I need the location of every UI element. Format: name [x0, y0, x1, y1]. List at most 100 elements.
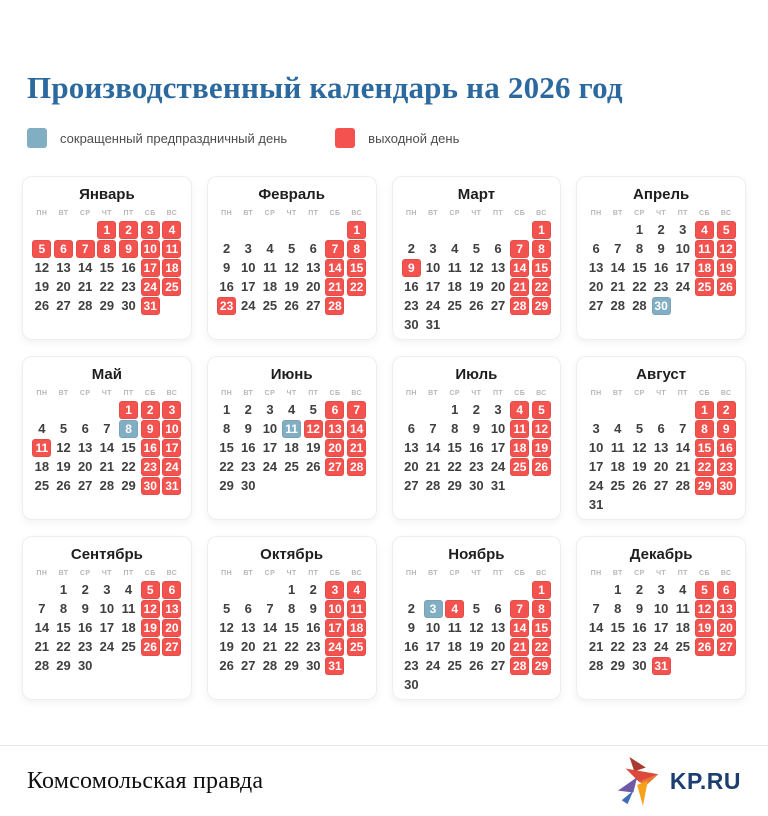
day-cell: 16: [216, 277, 238, 296]
day-number: 22: [531, 637, 551, 656]
day-cell: 16: [302, 618, 324, 637]
day-number: 13: [77, 440, 93, 455]
day-cell: 25: [259, 296, 281, 315]
day-cell: 11: [161, 239, 183, 258]
day-number: 23: [306, 639, 321, 654]
day-cell: 8: [281, 599, 303, 618]
day-cell: 1: [346, 220, 368, 239]
day-cell: 13: [53, 258, 75, 277]
day-cell: 20: [324, 438, 346, 457]
day-cell: 3: [422, 239, 444, 258]
day-number: 28: [610, 298, 625, 313]
day-cell: 9: [302, 599, 324, 618]
day-cell: 11: [281, 419, 303, 438]
day-cell: 3: [585, 419, 607, 438]
day-number: 2: [119, 220, 139, 239]
legend-shortened-label: сокращенный предпраздничный день: [60, 130, 288, 146]
day-cell: 22: [629, 277, 651, 296]
day-number: 7: [679, 421, 687, 436]
day-cell: 6: [487, 599, 509, 618]
day-number: 31: [425, 317, 441, 332]
day-number: 26: [34, 298, 50, 313]
month-card: Август ПН ВТ СР ЧТ ПТ СБ ВС 1 2 3 4 5 6 7 8 9 10 11 12 13 14 1…: [576, 356, 746, 520]
day-number: 1: [97, 220, 117, 239]
day-number: 27: [716, 637, 736, 656]
month-card: Январь ПН ВТ СР ЧТ ПТ СБ ВС 1 2 3 4 5 6 7 8 9 10 11 12 13 14 1…: [22, 176, 192, 340]
day-cell: 8: [118, 419, 140, 438]
day-number: 15: [347, 258, 367, 277]
day-number: 23: [404, 658, 419, 673]
day-number: 19: [632, 459, 647, 474]
day-number: 21: [325, 277, 345, 296]
day-number: 22: [219, 459, 234, 474]
day-cell: 27: [237, 656, 259, 675]
day-cell: 2: [74, 580, 96, 599]
day-number: 26: [531, 457, 551, 476]
day-cell: 28: [422, 476, 444, 495]
day-number: 11: [510, 419, 530, 438]
day-number: 15: [610, 620, 625, 635]
day-number: 21: [77, 279, 93, 294]
day-number: 7: [38, 601, 46, 616]
day-cell: 1: [629, 220, 651, 239]
day-number: 11: [347, 599, 367, 618]
day-cell: 7: [259, 599, 281, 618]
day-number: 5: [635, 421, 644, 436]
kp-logo-text: KP.RU: [669, 767, 741, 794]
day-cell: 26: [715, 277, 737, 296]
day-cell: 21: [585, 637, 607, 656]
day-cell: 23: [216, 296, 238, 315]
day-cell: 9: [629, 599, 651, 618]
weekday-label: СБ: [514, 210, 526, 217]
day-number: 5: [288, 241, 296, 256]
empty-cell: [53, 400, 75, 419]
day-number: 10: [241, 260, 256, 275]
day-cell: 25: [281, 457, 303, 476]
day-cell: 15: [53, 618, 75, 637]
weekday-label: ПН: [221, 570, 233, 577]
day-number: 7: [347, 400, 367, 419]
day-cell: 31: [487, 476, 509, 495]
day-cell: 16: [237, 438, 259, 457]
day-number: 1: [635, 222, 644, 237]
day-number: 16: [653, 260, 669, 275]
day-cell: 22: [96, 277, 118, 296]
day-number: 24: [162, 457, 182, 476]
day-number: 14: [99, 440, 115, 455]
empty-cell: [585, 580, 607, 599]
day-cell: 16: [401, 637, 423, 656]
day-number: 3: [266, 402, 274, 417]
legend-item-dayoff: выходной день: [335, 128, 459, 148]
weekday-label: СБ: [699, 390, 710, 397]
month-card: Март ПН ВТ СР ЧТ ПТ СБ ВС 1 2 3 4 5 6 7 8 9 10 11 12 13 14 15 1…: [391, 176, 562, 340]
weekday-label: ВС: [166, 390, 178, 397]
day-cell: 11: [607, 438, 629, 457]
weekday-label: СБ: [329, 570, 341, 577]
month-card: Май ПН ВТ СР ЧТ ПТ СБ ВС 1 2 3 4 5 6 7 8 9 10 11 12 13 14 15 16…: [22, 356, 192, 520]
day-number: 22: [56, 639, 71, 654]
day-number: 11: [121, 601, 136, 616]
day-number: 21: [610, 279, 625, 294]
day-cell: 20: [161, 618, 183, 637]
day-number: 10: [162, 419, 182, 438]
day-cell: 26: [466, 296, 488, 315]
day-number: 15: [56, 620, 71, 635]
day-cell: 2: [466, 400, 488, 419]
day-number: 20: [716, 618, 736, 637]
day-number: 7: [510, 599, 530, 618]
day-number: 8: [451, 421, 459, 436]
day-cell: 20: [53, 277, 75, 296]
empty-cell: [302, 220, 324, 239]
day-number: 15: [531, 618, 551, 637]
day-number: 30: [404, 317, 419, 332]
day-cell: 21: [74, 277, 96, 296]
day-cell: 12: [139, 599, 161, 618]
day-number: 20: [241, 639, 256, 654]
weekday-label: ЧТ: [286, 390, 297, 397]
day-cell: 17: [487, 438, 509, 457]
day-cell: 4: [259, 239, 281, 258]
day-number: 8: [119, 419, 139, 438]
day-number: 7: [614, 241, 622, 256]
day-cell: 27: [401, 476, 423, 495]
day-cell: 21: [96, 457, 118, 476]
